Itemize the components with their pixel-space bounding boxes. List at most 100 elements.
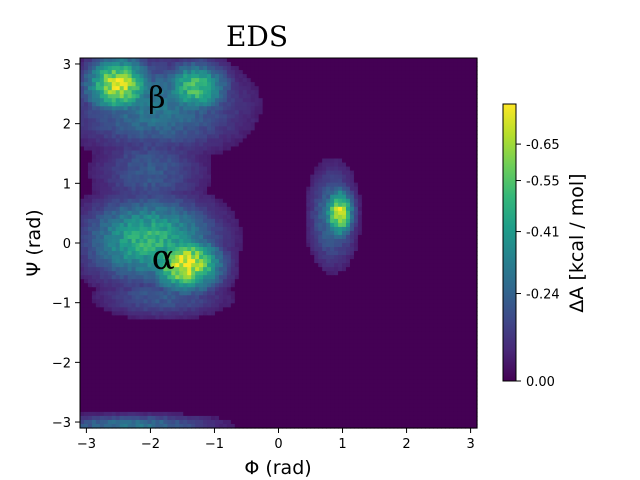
heatmap-cell [361, 142, 367, 148]
heatmap-cell [349, 234, 355, 240]
heatmap-cell [91, 74, 97, 79]
heatmap-cell [199, 251, 204, 256]
heatmap-cell [211, 162, 216, 168]
heatmap-cell [278, 66, 284, 71]
heatmap-cell [87, 230, 93, 236]
heatmap-cell [345, 238, 351, 244]
heatmap-cell [214, 62, 220, 67]
heatmap-cell [365, 210, 371, 216]
heatmap-cell [195, 251, 200, 256]
heatmap-cell [95, 70, 101, 75]
heatmap-cell [457, 110, 462, 115]
heatmap-cell [286, 94, 292, 99]
heatmap-cell [226, 154, 232, 160]
heatmap-cell [302, 94, 307, 99]
heatmap-cell [242, 170, 248, 176]
heatmap-cell [222, 158, 228, 164]
heatmap-cell [373, 102, 379, 107]
heatmap-cell [183, 122, 188, 127]
heatmap-cell [409, 198, 415, 204]
heatmap-cell [349, 146, 355, 152]
heatmap-cell [330, 58, 335, 63]
heatmap-cell [449, 162, 454, 168]
heatmap-cell [238, 74, 244, 79]
heatmap-cell [405, 62, 411, 67]
heatmap-cell [425, 206, 430, 212]
heatmap-cell [183, 182, 188, 188]
heatmap-cell [461, 62, 466, 67]
heatmap-cell [270, 170, 276, 176]
heatmap-cell [421, 214, 426, 220]
heatmap-cell [95, 182, 101, 188]
heatmap-cell [310, 162, 315, 168]
heatmap-cell [151, 158, 157, 164]
heatmap-cell [175, 102, 180, 107]
heatmap-cell [290, 182, 295, 188]
heatmap-cell [389, 218, 395, 224]
heatmap-cell [357, 126, 363, 131]
heatmap-cell [99, 210, 105, 216]
heatmap-cell [310, 178, 315, 184]
heatmap-cell [298, 194, 303, 200]
heatmap-cell [191, 58, 196, 63]
heatmap-cell [373, 98, 379, 103]
heatmap-cell [429, 234, 434, 240]
heatmap-cell [183, 243, 188, 248]
heatmap-cell [218, 90, 224, 95]
heatmap-cell [99, 62, 105, 67]
heatmap-cell [211, 251, 216, 256]
heatmap-cell [179, 66, 184, 71]
heatmap-cell [417, 251, 423, 256]
heatmap-cell [425, 74, 430, 79]
heatmap-cell [254, 66, 260, 71]
heatmap-cell [234, 190, 240, 196]
heatmap-cell [385, 198, 391, 204]
heatmap-cell [373, 174, 379, 180]
heatmap-cell [207, 158, 212, 164]
heatmap-cell [80, 174, 85, 180]
heatmap-cell [195, 66, 200, 71]
heatmap-cell [242, 110, 248, 115]
heatmap-cell [80, 222, 85, 228]
heatmap-cell [179, 134, 184, 140]
heatmap-cell [385, 90, 391, 95]
heatmap-cell [171, 66, 176, 71]
heatmap-cell [322, 247, 327, 252]
heatmap-cell [381, 126, 387, 131]
heatmap-cell [226, 146, 232, 152]
heatmap-cell [115, 202, 121, 208]
heatmap-cell [298, 247, 303, 252]
heatmap-cell [155, 234, 160, 240]
heatmap-cell [417, 178, 423, 184]
heatmap-cell [453, 222, 458, 228]
heatmap-cell [123, 194, 129, 200]
heatmap-cell [302, 74, 307, 79]
heatmap-cell [242, 238, 248, 244]
heatmap-cell [373, 154, 379, 160]
heatmap-cell [143, 150, 149, 156]
heatmap-cell [179, 70, 184, 75]
heatmap-cell [445, 222, 450, 228]
heatmap-cell [167, 247, 172, 252]
heatmap-cell [163, 198, 168, 204]
heatmap-cell [135, 218, 141, 224]
heatmap-cell [191, 234, 196, 240]
heatmap-cell [274, 230, 280, 236]
heatmap-cell [222, 146, 228, 152]
heatmap-cell [203, 122, 208, 127]
heatmap-cell [250, 170, 256, 176]
heatmap-cell [107, 243, 113, 248]
heatmap-cell [119, 98, 125, 103]
heatmap-cell [357, 154, 363, 160]
heatmap-cell [326, 194, 331, 200]
heatmap-cell [195, 243, 200, 248]
heatmap-cell [246, 70, 252, 75]
heatmap-cell [143, 222, 149, 228]
heatmap-cell [99, 74, 105, 79]
heatmap-cell [115, 238, 121, 244]
heatmap-cell [254, 186, 260, 192]
heatmap-cell [270, 247, 276, 252]
heatmap-cell [139, 58, 145, 63]
heatmap-cell [270, 210, 276, 216]
heatmap-cell [306, 210, 311, 216]
